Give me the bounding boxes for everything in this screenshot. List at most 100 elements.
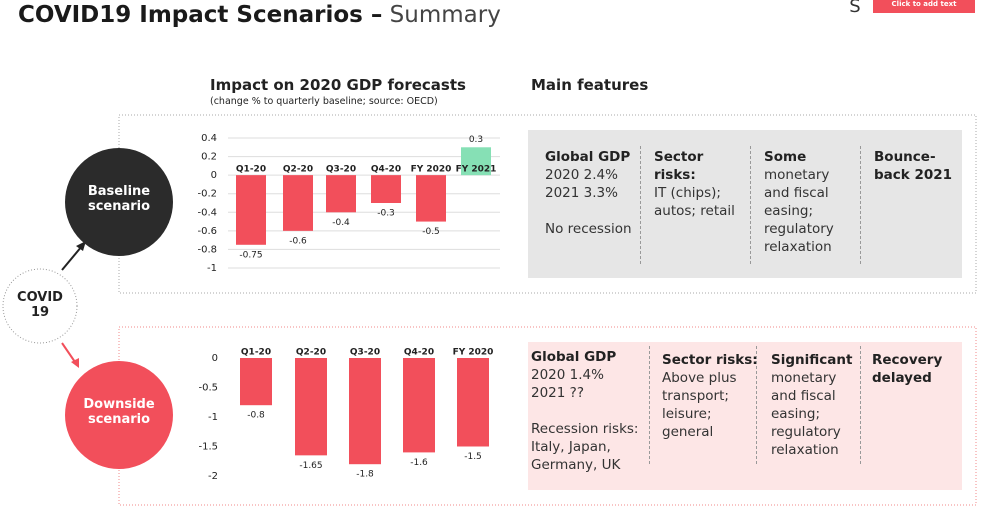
bar — [326, 175, 356, 213]
bar — [371, 175, 401, 203]
y-tick-label: -0.8 — [197, 244, 217, 255]
category-label: FY 2020 — [453, 348, 494, 358]
bar — [240, 358, 272, 406]
feature: Bounce-back 2021 — [874, 148, 956, 184]
y-tick-label: 0.4 — [201, 133, 217, 144]
feature-block: 2020 1.4% 2021 ?? — [531, 366, 646, 402]
feature-heading: Global GDP — [545, 149, 631, 165]
y-tick-label: 0.2 — [201, 152, 217, 163]
feature: Recovery delayed — [872, 351, 957, 387]
category-label: Q4-20 — [404, 348, 434, 358]
value-label: -0.5 — [422, 227, 440, 237]
feature-heading: Global GDP — [531, 349, 617, 365]
covid-node — [2, 268, 78, 344]
feature: Sector risks: IT (chips); autos; retail — [654, 148, 739, 220]
feature-heading: Sector risks: — [662, 352, 758, 368]
value-label: -0.3 — [377, 209, 395, 219]
feature-block: IT (chips); autos; retail — [654, 184, 739, 220]
feature-line: monetary and fiscal easing; regulatory r… — [771, 370, 841, 458]
feature-block: monetary and fiscal easing; regulatory r… — [764, 166, 849, 256]
feature-block: Above plus transport; leisure; general — [662, 369, 762, 441]
placeholder: Click to add text — [892, 0, 958, 8]
feature-heading: Sector risks: — [654, 149, 704, 183]
y-tick-label: -1 — [208, 412, 218, 423]
y-tick-label: -1.5 — [198, 442, 218, 453]
y-tick-label: -2 — [208, 471, 218, 482]
value-label: -0.6 — [289, 236, 307, 246]
downside-node — [65, 361, 173, 469]
features-heading: Main features — [531, 76, 649, 94]
bar — [349, 358, 381, 465]
y-tick-label: -0.5 — [198, 383, 218, 394]
feature-block: No recession — [545, 220, 635, 238]
feature: Global GDP 2020 2.4% 2021 3.3% No recession — [545, 148, 635, 238]
bar — [295, 358, 327, 456]
value-label: -1.8 — [356, 470, 374, 480]
logo: S — [849, 0, 860, 17]
value-label: -0.4 — [332, 218, 350, 228]
category-label: FY 2021 — [456, 165, 497, 175]
title: COVID19 Impact Scenarios – Summary — [18, 2, 501, 28]
value-label: -0.8 — [247, 411, 265, 421]
category-label: Q3-20 — [350, 348, 380, 358]
feature-line: 2020 1.4% — [531, 367, 604, 383]
category-label: Q3-20 — [326, 165, 356, 175]
category-label: Q1-20 — [236, 165, 266, 175]
baseline-node — [65, 148, 173, 256]
feature-heading: Some — [764, 149, 807, 165]
feature-line: 2020 2.4% — [545, 167, 618, 183]
feature-line: IT (chips); autos; retail — [654, 185, 735, 219]
y-tick-label: -0.4 — [197, 207, 217, 218]
separator — [640, 146, 641, 264]
category-label: FY 2020 — [411, 165, 452, 175]
feature-block: Recession risks: Italy, Japan, Germany, … — [531, 420, 646, 474]
feature-line: Recession risks: Italy, Japan, Germany, … — [531, 421, 639, 473]
value-label: -1.65 — [299, 461, 322, 471]
bar — [457, 358, 489, 447]
arrow — [61, 245, 83, 271]
scenario-label: Downside scenario — [83, 397, 155, 427]
feature-line: Above plus transport; leisure; general — [662, 370, 737, 440]
arrow-head — [71, 358, 79, 368]
feature-line: 2021 3.3% — [545, 185, 618, 201]
value-label: -0.75 — [239, 250, 262, 260]
feature-heading: Significant — [771, 352, 853, 368]
title-light: Summary — [389, 2, 501, 28]
category-label: Q4-20 — [371, 165, 401, 175]
category-label: Q2-20 — [296, 348, 326, 358]
y-tick-label: 0 — [212, 353, 218, 364]
feature: Global GDP 2020 1.4% 2021 ?? Recession risk… — [531, 348, 646, 474]
category-label: Q2-20 — [283, 165, 313, 175]
title-bold: COVID19 Impact Scenarios – — [18, 2, 383, 28]
feature: Some monetary and fiscal easing; regulato… — [764, 148, 849, 256]
bar — [283, 175, 313, 231]
y-tick-label: -0.6 — [197, 226, 217, 237]
arrow — [61, 342, 76, 363]
covid-label: COVID 19 — [17, 290, 63, 320]
placeholder-box — [873, 0, 975, 13]
feature: Sector risks: Above plus transport; leisu… — [662, 351, 762, 441]
scenario-label: Baseline scenario — [87, 184, 151, 214]
feature-heading: Recovery delayed — [872, 352, 943, 386]
separator — [860, 346, 861, 464]
feature-block: 2020 2.4% 2021 3.3% — [545, 166, 635, 202]
feature: Significant monetary and fiscal easing; r… — [771, 351, 861, 459]
feature-line: No recession — [545, 221, 632, 237]
value-label: 0.3 — [469, 135, 483, 145]
chart-heading: Impact on 2020 GDP forecasts — [210, 76, 466, 94]
feature-block: monetary and fiscal easing; regulatory r… — [771, 369, 861, 459]
value-label: -1.5 — [464, 452, 482, 462]
separator — [649, 346, 650, 464]
bar — [461, 147, 491, 176]
bar — [236, 175, 266, 245]
downside-panel — [528, 342, 962, 490]
chart-subtitle: (change % to quarterly baseline; source:… — [210, 96, 438, 107]
y-tick-label: 0 — [211, 170, 217, 181]
separator — [756, 346, 757, 464]
separator — [750, 146, 751, 264]
y-tick-label: -1 — [207, 263, 217, 274]
bar — [416, 175, 446, 222]
baseline-panel — [528, 130, 962, 278]
